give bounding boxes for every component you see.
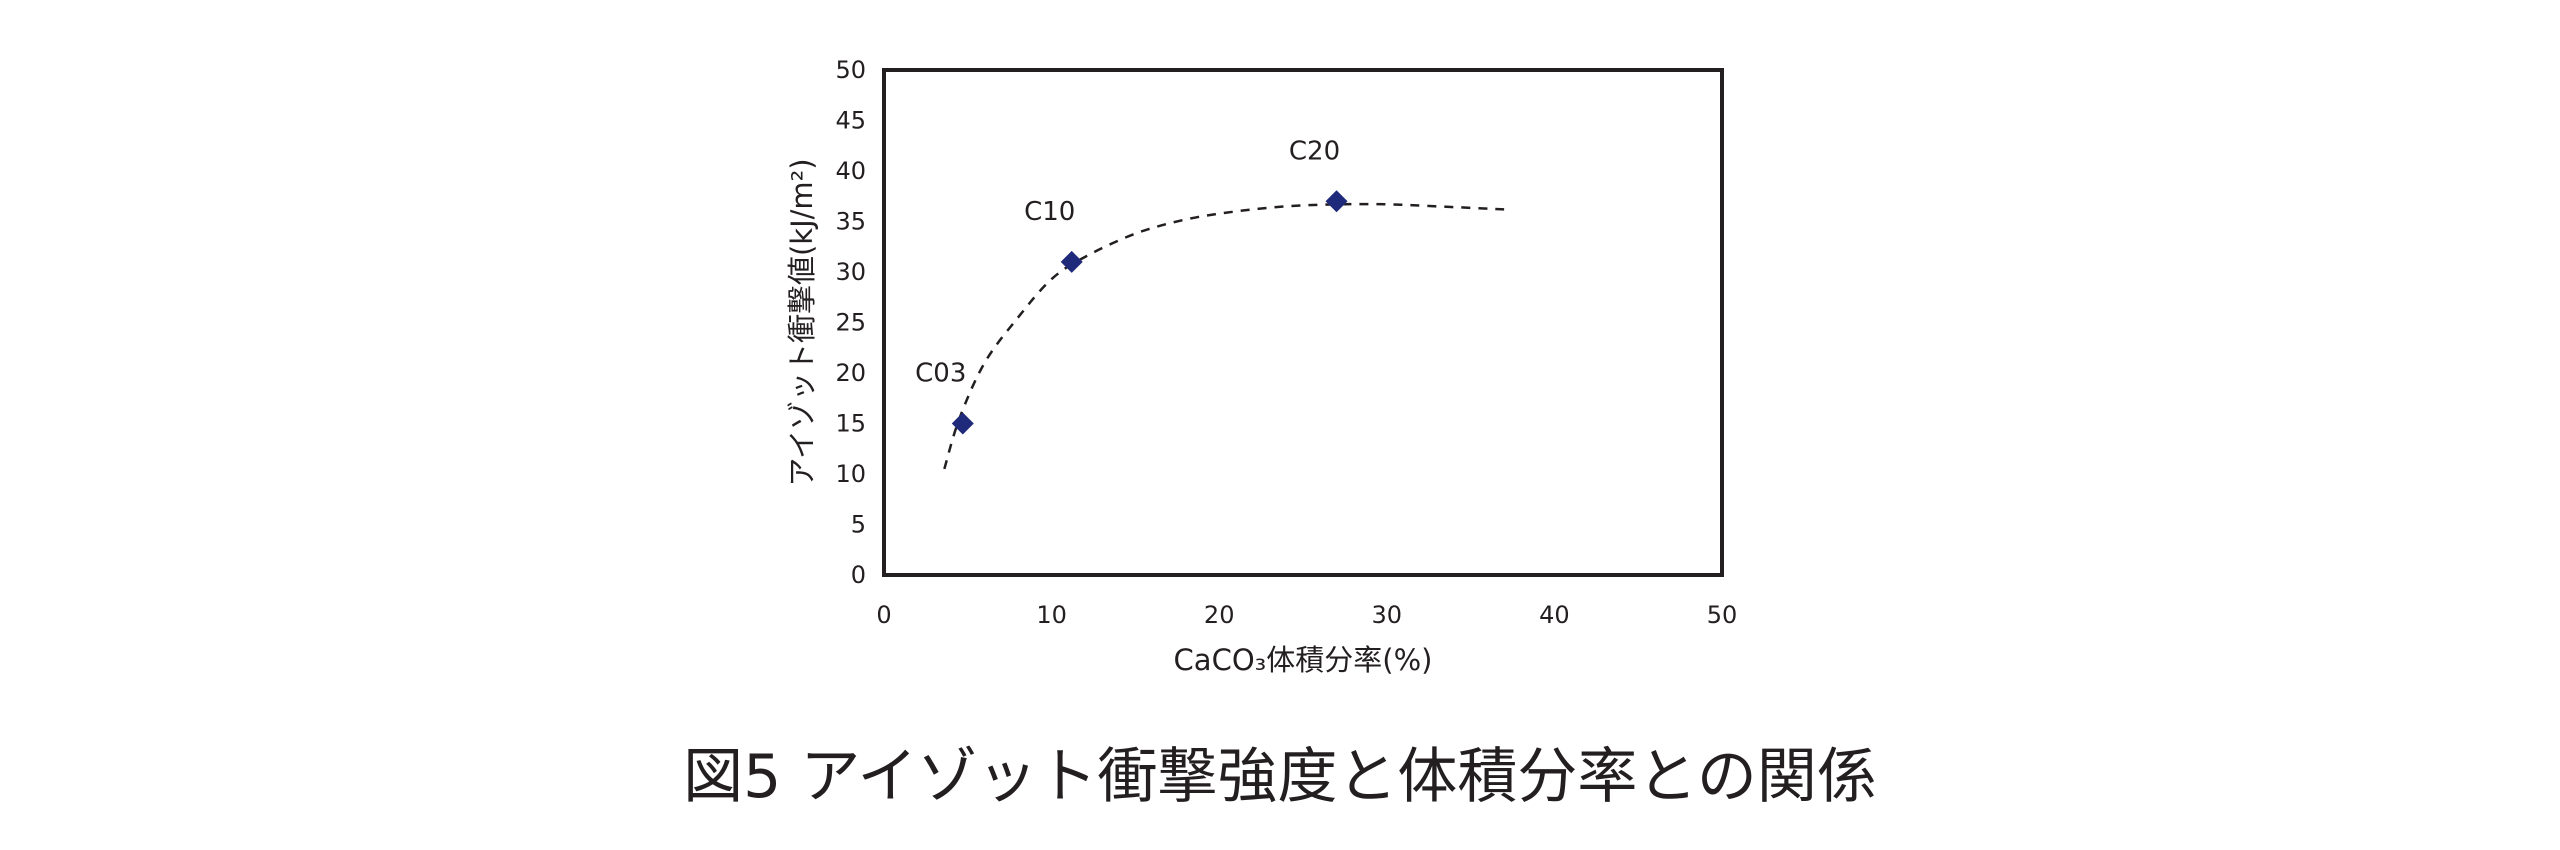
x-tick-label: 40 (1539, 601, 1570, 629)
y-tick-label: 10 (835, 460, 866, 488)
x-tick-label: 10 (1036, 601, 1067, 629)
plot-frame (882, 68, 1724, 577)
x-tick-label: 30 (1372, 601, 1403, 629)
y-tick-label: 15 (835, 410, 866, 438)
x-axis-title: CaCO₃体積分率(%) (1174, 643, 1433, 677)
y-tick-label: 20 (835, 359, 866, 387)
y-axis-title: アイゾット衝撃値(kJ/m²) (785, 158, 819, 486)
y-tick-label: 0 (851, 561, 866, 589)
y-tick-label: 45 (835, 107, 866, 135)
y-tick-label: 5 (851, 511, 866, 539)
y-axis-ticks: 0 5 10 15 20 25 30 35 40 45 50 (835, 56, 866, 589)
y-tick-label: 50 (835, 56, 866, 84)
y-tick-label: 40 (835, 157, 866, 185)
x-axis-ticks: 0 10 20 30 40 50 (876, 601, 1737, 629)
trend-line (943, 202, 1505, 470)
data-points: C03 C10 C20 (915, 136, 1348, 435)
x-tick-label: 50 (1707, 601, 1738, 629)
data-point-marker (951, 412, 974, 435)
data-point-label: C03 (915, 359, 966, 389)
x-tick-label: 0 (876, 601, 891, 629)
data-point-label: C10 (1024, 197, 1075, 227)
figure-caption: 図5 アイゾット衝撃強度と体積分率との関係 (683, 742, 1877, 812)
y-tick-label: 30 (835, 258, 866, 286)
data-point-marker (1060, 250, 1083, 273)
data-point-marker (1325, 190, 1348, 213)
data-point-label: C20 (1289, 136, 1340, 166)
x-tick-label: 20 (1204, 601, 1235, 629)
y-tick-label: 35 (835, 208, 866, 236)
y-tick-label: 25 (835, 309, 866, 337)
